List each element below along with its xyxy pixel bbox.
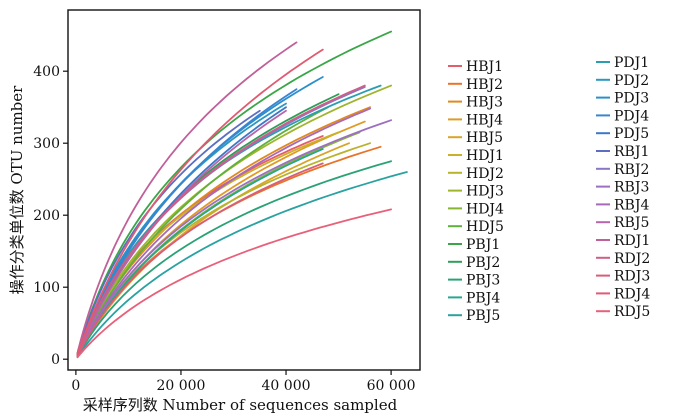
y-tick-label: 300 <box>33 136 60 152</box>
legend-label: PBJ1 <box>466 237 500 253</box>
series-line-rbj4 <box>76 107 371 357</box>
legend-label: PDJ4 <box>614 108 649 124</box>
legend-label: HBJ1 <box>466 59 503 75</box>
legend-label: PDJ1 <box>614 55 649 71</box>
series-line-rdj5 <box>76 208 392 359</box>
y-tick-label: 0 <box>51 352 60 368</box>
legend-label: HBJ4 <box>466 112 503 128</box>
legend-label: PDJ3 <box>614 91 649 107</box>
legend-label: HDJ5 <box>466 219 504 235</box>
legend-label: RDJ2 <box>614 251 650 267</box>
series-lines <box>76 30 408 359</box>
legend-label: HDJ4 <box>466 201 504 217</box>
y-tick-label: 200 <box>33 208 60 224</box>
y-axis-title: 操作分类单位数 OTU number <box>8 85 26 295</box>
series-line-rdj2 <box>76 84 366 356</box>
legend-label: RBJ2 <box>614 162 649 178</box>
legend-label: RDJ4 <box>614 286 650 302</box>
series-line-hbj5 <box>76 142 350 358</box>
series-line-rdj4 <box>76 48 324 356</box>
plot-frame <box>67 9 421 371</box>
legend-label: HBJ3 <box>466 95 503 111</box>
series-line-pbj5 <box>76 171 408 358</box>
legend-label: RBJ1 <box>614 144 649 160</box>
series-line-rbj1 <box>76 109 261 355</box>
legend-label: RBJ3 <box>614 180 649 196</box>
legend-label: PBJ4 <box>466 290 500 306</box>
legend-label: PDJ5 <box>614 126 649 142</box>
legend-label: PDJ2 <box>614 73 649 89</box>
legend-label: HDJ3 <box>466 184 504 200</box>
series-line-rdj1 <box>76 41 298 354</box>
legend-label: RBJ5 <box>614 215 649 231</box>
series-line-pbj3 <box>76 160 392 358</box>
x-tick-label: 60 000 <box>367 378 416 394</box>
x-axis-title: 采样序列数 Number of sequences sampled <box>83 396 398 414</box>
legend-label: HDJ2 <box>466 166 504 182</box>
legend-label: PBJ5 <box>466 308 500 324</box>
legend-label: RDJ5 <box>614 304 650 320</box>
legend-label: RBJ4 <box>614 197 649 213</box>
legend-label: PBJ3 <box>466 273 500 289</box>
legend-label: HBJ5 <box>466 130 503 146</box>
legend-label: RDJ3 <box>614 269 650 285</box>
legend-label: HDJ1 <box>466 148 504 164</box>
series-line-rdj3 <box>76 162 324 357</box>
series-line-pbj2 <box>76 93 340 356</box>
legend-label: RDJ1 <box>614 233 650 249</box>
x-tick-label: 40 000 <box>262 378 311 394</box>
y-tick-label: 100 <box>33 280 60 296</box>
legend-label: PBJ2 <box>466 255 500 271</box>
x-tick-label: 0 <box>71 378 80 394</box>
x-tick-label: 20 000 <box>156 378 205 394</box>
axes: 0 20 000 40 000 60 000 0 100 200 300 400 <box>33 64 415 394</box>
series-line-rbj5 <box>76 109 287 357</box>
legend-label: HBJ2 <box>466 77 503 93</box>
y-tick-label: 400 <box>33 64 60 80</box>
